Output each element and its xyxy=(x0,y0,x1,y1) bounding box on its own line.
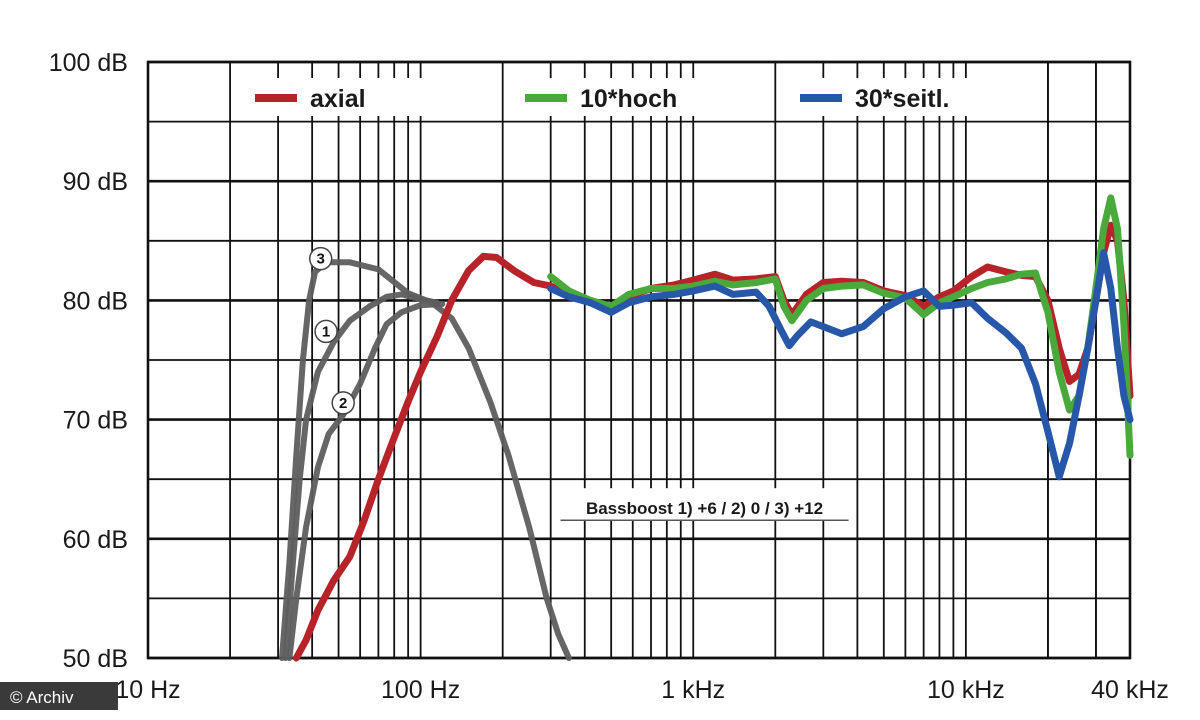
x-tick-label: 40 kHz xyxy=(1091,676,1169,704)
watermark: © Archiv xyxy=(0,682,118,710)
curve-label-badge xyxy=(314,319,338,344)
y-tick-label: 80 dB xyxy=(63,287,128,315)
legend-label: axial xyxy=(310,85,366,113)
series-lines xyxy=(279,194,1134,662)
x-tick-label: 10 Hz xyxy=(115,676,180,704)
legend-label: 10*hoch xyxy=(580,85,677,113)
legend: axial 10*hoch 30*seitl. xyxy=(249,78,984,116)
bass-curve-3 xyxy=(279,259,572,661)
grid xyxy=(146,60,1132,660)
curve-label-number: 2 xyxy=(339,395,347,412)
curve-label-badge xyxy=(331,391,355,415)
annotation-text: Bassboost 1) +6 / 2) 0 / 3) +12 xyxy=(586,499,823,518)
x-axis-ticks: 10 Hz 100 Hz 1 kHz 10 kHz 40 kHz xyxy=(115,676,1169,704)
y-tick-label: 100 dB xyxy=(49,49,128,77)
x-tick-label: 1 kHz xyxy=(661,676,725,704)
watermark-text: © Archiv xyxy=(10,688,74,707)
annotation-background xyxy=(554,488,855,521)
y-tick-label: 50 dB xyxy=(63,645,128,673)
x-tick-label: 10 kHz xyxy=(927,676,1005,704)
y-tick-label: 90 dB xyxy=(63,168,128,196)
bass-curve-1 xyxy=(282,291,441,661)
y-tick-label: 70 dB xyxy=(63,407,128,435)
legend-label: 30*seitl. xyxy=(855,85,950,113)
watermark-background xyxy=(0,682,118,710)
bass-curve-labels: 1 2 3 xyxy=(308,246,355,415)
x-tick-label: 100 Hz xyxy=(381,676,460,704)
curve-label-badge xyxy=(308,246,333,271)
annotation: Bassboost 1) +6 / 2) 0 / 3) +12 xyxy=(554,488,855,521)
y-axis-ticks: 100 dB 90 dB 80 dB 70 dB 60 dB 50 dB xyxy=(49,49,128,673)
series-line-30-seitl- xyxy=(547,249,1134,481)
curve-label-number: 3 xyxy=(317,251,325,268)
y-tick-label: 60 dB xyxy=(63,526,128,554)
curve-label-number: 1 xyxy=(322,323,330,340)
